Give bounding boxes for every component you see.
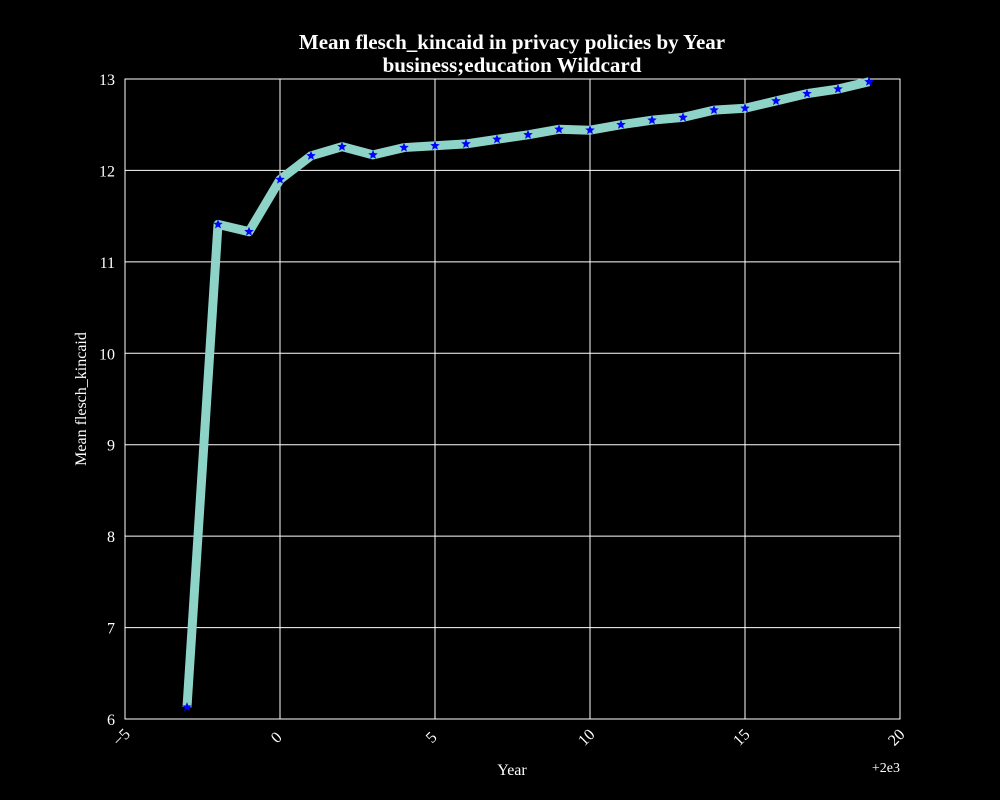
- grid: [124, 78, 901, 720]
- x-tick-label: 15: [730, 726, 753, 749]
- y-tick-label: 11: [100, 255, 115, 272]
- data-point-marker: [585, 125, 595, 135]
- x-tick-label: 0: [268, 729, 286, 747]
- data-point-marker: [275, 174, 285, 184]
- x-tick-label: −5: [110, 726, 134, 750]
- x-tick-label: 20: [885, 726, 908, 749]
- x-offset-label: +2e3: [872, 761, 900, 776]
- x-tick-label: 10: [575, 726, 598, 749]
- data-point-marker: [833, 84, 843, 94]
- chart-title: Mean flesch_kincaid in privacy policies …: [299, 30, 725, 54]
- plot-area: [124, 78, 901, 720]
- data-point-marker: [492, 134, 502, 144]
- x-axis-label: Year: [497, 762, 527, 779]
- data-point-marker: [244, 226, 254, 236]
- data-point-marker: [771, 95, 781, 105]
- chart-subtitle: business;education Wildcard: [383, 53, 642, 77]
- data-point-marker: [647, 115, 657, 125]
- y-tick-label: 13: [99, 72, 115, 89]
- data-point-marker: [430, 140, 440, 150]
- data-point-marker: [337, 141, 347, 151]
- y-tick-label: 12: [99, 163, 115, 180]
- y-tick-label: 7: [107, 621, 115, 638]
- data-point-marker: [678, 112, 688, 122]
- data-point-marker: [616, 119, 626, 129]
- data-point-marker: [182, 702, 192, 712]
- data-point-marker: [802, 88, 812, 98]
- data-point-marker: [399, 142, 409, 152]
- series-layer: [182, 76, 874, 712]
- data-point-marker: [523, 129, 533, 139]
- data-point-marker: [368, 149, 378, 159]
- y-axis-label: Mean flesch_kincaid: [73, 332, 90, 466]
- y-tick-label: 6: [107, 712, 115, 729]
- x-tick-label: 5: [423, 729, 441, 747]
- data-point-marker: [864, 76, 874, 86]
- data-point-marker: [213, 219, 223, 229]
- data-point-marker: [740, 103, 750, 113]
- y-tick-label: 9: [107, 438, 115, 455]
- data-point-marker: [709, 105, 719, 115]
- y-tick-label: 8: [107, 529, 115, 546]
- data-point-marker: [461, 138, 471, 148]
- data-point-marker: [554, 124, 564, 134]
- y-tick-label: 10: [99, 346, 115, 363]
- data-point-marker: [306, 150, 316, 160]
